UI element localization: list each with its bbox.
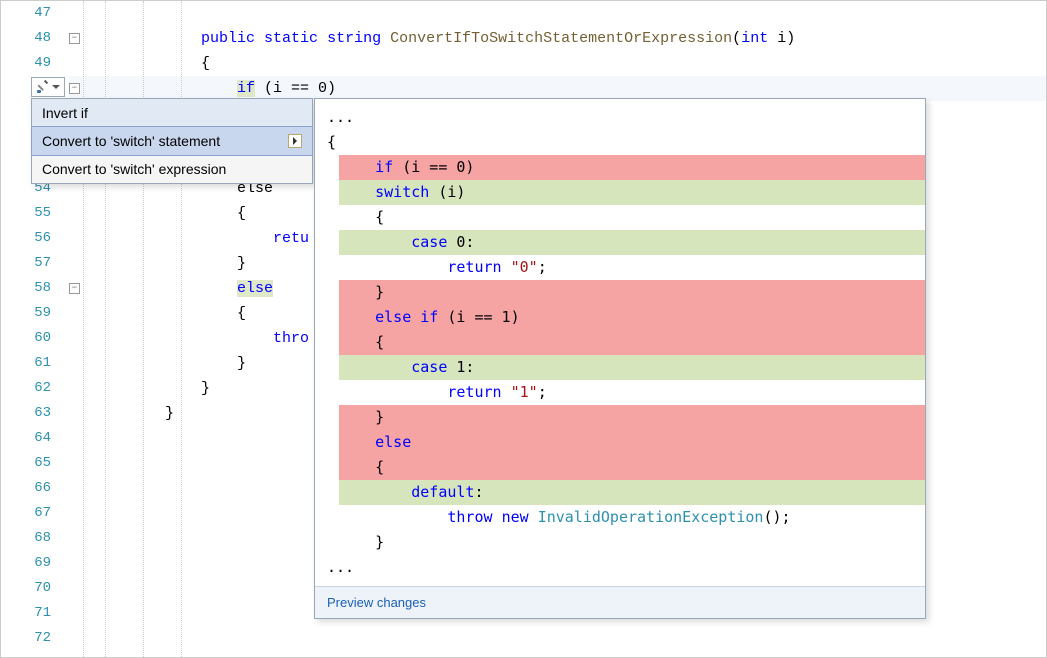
- diff-line: default:: [339, 480, 925, 505]
- line-number: 71: [1, 601, 69, 626]
- qa-convert-switch-statement[interactable]: Convert to 'switch' statement: [31, 126, 313, 156]
- line-number: 62: [1, 376, 69, 401]
- line-number: 59: [1, 301, 69, 326]
- diff-line: {: [339, 330, 925, 355]
- line-number: 58: [1, 276, 69, 301]
- diff-line: }: [339, 530, 925, 555]
- line-number: 47: [1, 1, 69, 26]
- submenu-arrow-icon[interactable]: [288, 134, 302, 148]
- qa-convert-switch-expression[interactable]: Convert to 'switch' expression: [32, 155, 312, 183]
- diff-line: return "0";: [339, 255, 925, 280]
- diff-line: case 0:: [339, 230, 925, 255]
- diff-line: {: [339, 455, 925, 480]
- code-line: [129, 1, 1046, 26]
- preview-panel: ...{ if (i == 0) switch (i) { case 0: re…: [314, 98, 926, 619]
- line-number: 60: [1, 326, 69, 351]
- line-number: 57: [1, 251, 69, 276]
- diff-line: {: [315, 130, 925, 155]
- diff-line: }: [339, 405, 925, 430]
- diff-line: else if (i == 1): [339, 305, 925, 330]
- diff-line: }: [339, 280, 925, 305]
- line-number: 63: [1, 401, 69, 426]
- diff-line: throw new InvalidOperationException();: [339, 505, 925, 530]
- line-number: 65: [1, 451, 69, 476]
- line-number: 64: [1, 426, 69, 451]
- qa-item-label: Convert to 'switch' statement: [42, 133, 220, 149]
- diff-line: switch (i): [339, 180, 925, 205]
- qa-item-label: Convert to 'switch' expression: [42, 161, 226, 177]
- line-number: 56: [1, 226, 69, 251]
- line-number: 68: [1, 526, 69, 551]
- line-number: 48: [1, 26, 69, 51]
- preview-changes-link[interactable]: Preview changes: [327, 595, 426, 610]
- line-number: 61: [1, 351, 69, 376]
- qa-item-label: Invert if: [42, 105, 88, 121]
- qa-invert-if[interactable]: Invert if: [32, 99, 312, 127]
- diff-line: case 1:: [339, 355, 925, 380]
- diff-line: {: [339, 205, 925, 230]
- preview-footer: Preview changes: [315, 586, 925, 618]
- diff-line: else: [339, 430, 925, 455]
- quick-actions-button[interactable]: [31, 77, 65, 97]
- chevron-down-icon: [52, 85, 60, 89]
- diff-line: ...: [315, 105, 925, 130]
- line-number: 70: [1, 576, 69, 601]
- line-number: 55: [1, 201, 69, 226]
- screwdriver-icon: [36, 80, 50, 94]
- code-line: {: [129, 51, 1046, 76]
- line-number: 49: [1, 51, 69, 76]
- line-number: 69: [1, 551, 69, 576]
- diff-line: return "1";: [339, 380, 925, 405]
- code-line: public static string ConvertIfToSwitchSt…: [129, 26, 1046, 51]
- line-number: 72: [1, 626, 69, 651]
- code-line: [129, 626, 1046, 651]
- quick-actions-menu: Invert if Convert to 'switch' statement …: [31, 98, 313, 184]
- diff-line: ...: [315, 555, 925, 580]
- line-number: 66: [1, 476, 69, 501]
- line-number: 67: [1, 501, 69, 526]
- preview-diff: ...{ if (i == 0) switch (i) { case 0: re…: [315, 99, 925, 586]
- diff-line: if (i == 0): [339, 155, 925, 180]
